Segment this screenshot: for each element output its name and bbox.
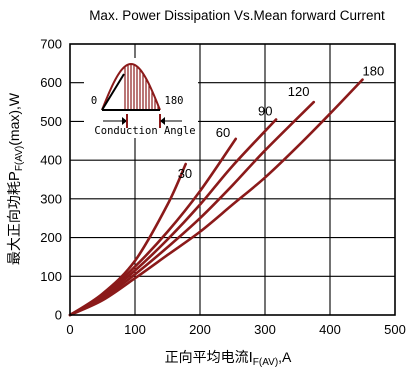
series-curve-120 bbox=[68, 100, 316, 317]
y-tick-label: 100 bbox=[40, 269, 62, 284]
inset-label-end: 180 bbox=[165, 95, 184, 107]
series-label-180: 180 bbox=[363, 64, 385, 79]
series-label-30: 30 bbox=[178, 166, 192, 181]
series-label-120: 120 bbox=[288, 84, 310, 99]
inset-arrowhead-right bbox=[160, 117, 165, 125]
y-tick-label: 700 bbox=[40, 37, 62, 52]
y-tick-label: 0 bbox=[55, 308, 62, 323]
inset-rising-edge bbox=[101, 73, 125, 111]
y-tick-label: 500 bbox=[40, 114, 62, 129]
x-tick-label: 400 bbox=[319, 322, 341, 337]
inset-label-start: 0 bbox=[91, 95, 97, 107]
y-tick-label: 400 bbox=[40, 153, 62, 168]
x-tick-label: 300 bbox=[254, 322, 276, 337]
plot-frame bbox=[69, 43, 396, 316]
series-curve-90 bbox=[68, 118, 278, 317]
y-tick-label: 300 bbox=[40, 191, 62, 206]
series-curve-180 bbox=[68, 78, 364, 317]
y-axis-label-cjk: 最大正向功耗 bbox=[6, 181, 22, 265]
series-curve-60 bbox=[68, 137, 238, 317]
inset-arrowhead-left bbox=[122, 117, 127, 125]
x-tick-label: 200 bbox=[189, 322, 211, 337]
series-label-60: 60 bbox=[216, 125, 230, 140]
x-axis-label-symbol: I bbox=[249, 349, 253, 366]
series-label-90: 90 bbox=[258, 103, 272, 118]
x-axis-label-subscript: F(AV) bbox=[253, 357, 278, 368]
inset-sine-wave bbox=[101, 62, 161, 111]
y-axis-label-symbol: P bbox=[6, 171, 23, 181]
x-tick-label: 500 bbox=[384, 322, 406, 337]
y-axis-label-subscript: F(AV) bbox=[14, 146, 25, 171]
y-tick-label: 600 bbox=[40, 75, 62, 90]
series-curves bbox=[68, 78, 364, 317]
x-axis-label: 正向平均电流IF(AV),A bbox=[165, 349, 292, 368]
x-axis-label-unit: ,A bbox=[278, 349, 292, 365]
conduction-angle-inset: 0 180 Conduction Angle bbox=[84, 58, 198, 138]
y-axis-label-unit: (max),W bbox=[6, 92, 22, 146]
x-tick-label: 100 bbox=[124, 322, 146, 337]
y-tick-label: 200 bbox=[40, 230, 62, 245]
x-tick-label: 0 bbox=[66, 322, 73, 337]
x-axis-label-cjk: 正向平均电流 bbox=[165, 349, 249, 365]
chart-title: Max. Power Dissipation Vs.Mean forward C… bbox=[89, 8, 385, 23]
y-axis-label: 最大正向功耗PF(AV)(max),W bbox=[6, 92, 25, 265]
series-labels: 30 60 90 120 180 bbox=[178, 64, 385, 181]
inset-caption: Conduction Angle bbox=[94, 125, 195, 137]
